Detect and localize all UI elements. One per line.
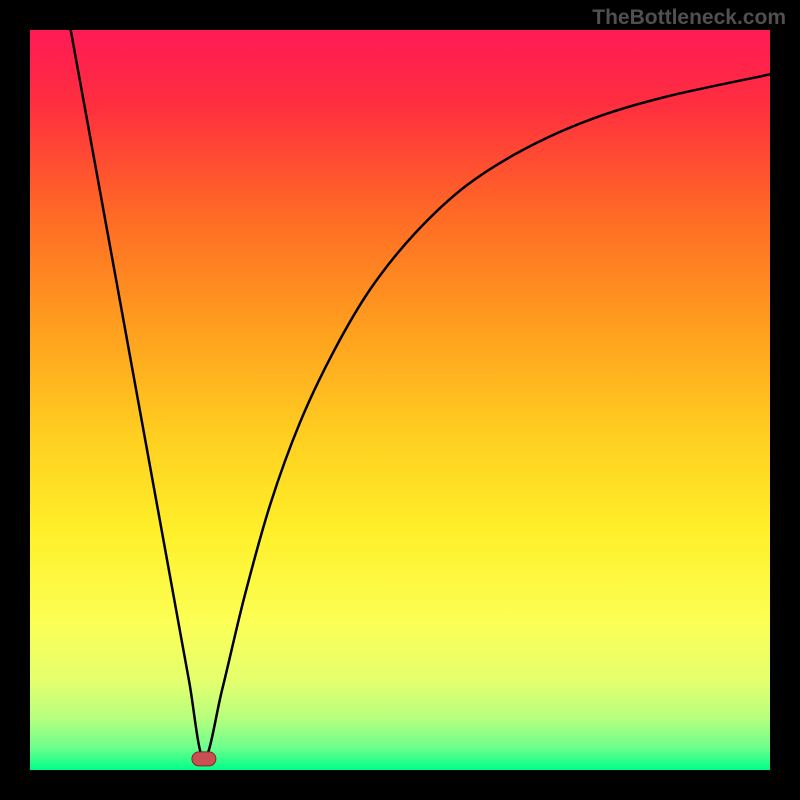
chart-plot-area xyxy=(30,30,770,770)
watermark-text: TheBottleneck.com xyxy=(592,6,786,30)
bottleneck-curve xyxy=(71,30,770,759)
optimum-marker xyxy=(192,752,216,766)
chart-overlay-svg xyxy=(30,30,770,770)
